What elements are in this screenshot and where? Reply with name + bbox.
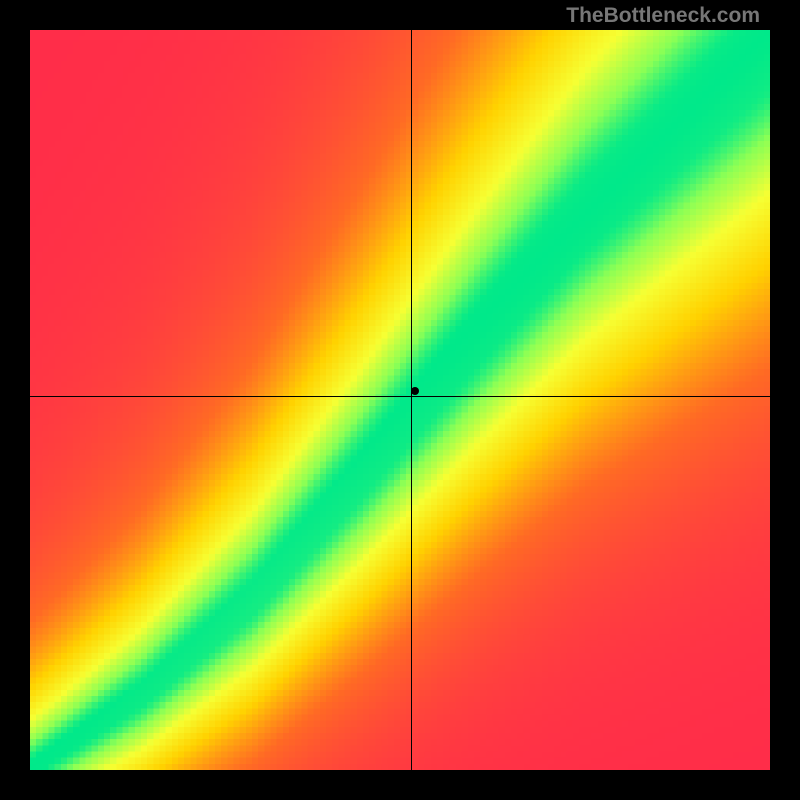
crosshair-vertical — [411, 30, 412, 770]
chart-marker-dot — [411, 387, 419, 395]
heatmap-chart — [30, 30, 770, 770]
crosshair-horizontal — [30, 396, 770, 397]
watermark-text: TheBottleneck.com — [566, 4, 760, 28]
heatmap-canvas — [30, 30, 770, 770]
